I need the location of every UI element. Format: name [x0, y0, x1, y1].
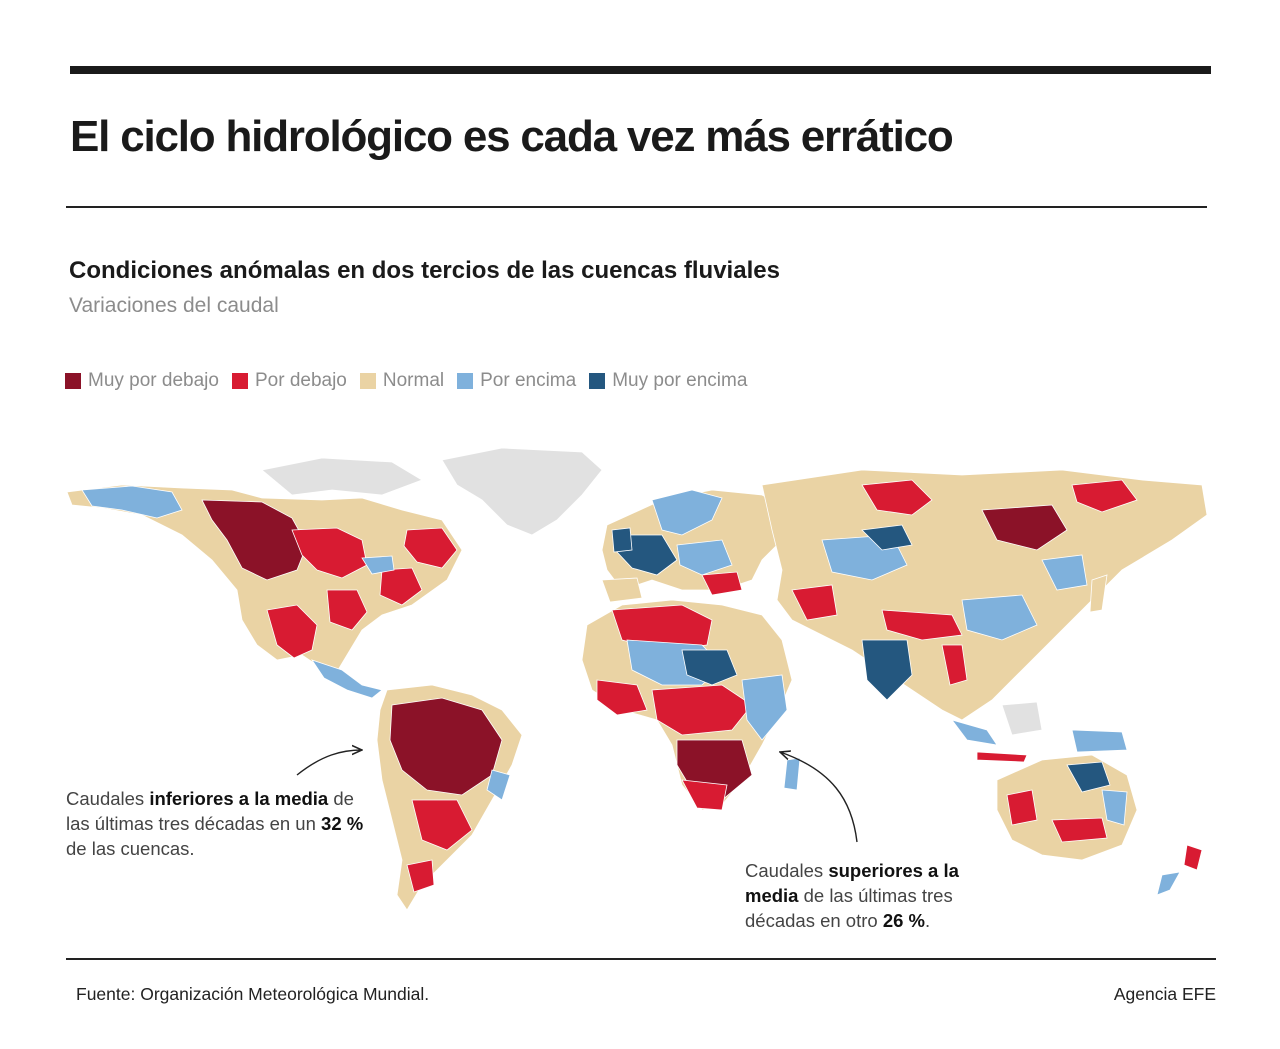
chart-subtitle: Condiciones anómalas en dos tercios de l…	[69, 257, 780, 284]
asia-southeast-red	[941, 644, 968, 686]
north-america-usa-central	[326, 589, 368, 631]
legend-label: Normal	[382, 370, 445, 391]
asia-siberia-red-2	[1071, 479, 1138, 513]
africa-east-blue	[741, 674, 788, 741]
legend-item-normal: Normal	[359, 370, 445, 392]
title-divider	[66, 206, 1207, 208]
asia-siberia-dark	[981, 504, 1068, 551]
annotation-below-average: Caudales inferiores a la media de las úl…	[66, 788, 364, 859]
south-america-south	[411, 799, 473, 851]
new-zealand-south	[1156, 871, 1181, 896]
europe-iberia	[601, 577, 643, 603]
source-credit: Fuente: Organización Meteorológica Mundi…	[76, 984, 430, 1004]
south-america-east	[486, 769, 511, 801]
footer-divider	[66, 958, 1216, 960]
new-guinea	[1071, 729, 1128, 753]
africa-south-red	[681, 779, 728, 811]
asia-india-dark	[861, 639, 913, 701]
legend-label: Muy por encima	[612, 370, 748, 391]
annotation-above-average: Caudales superiores a la media de las úl…	[745, 860, 959, 931]
legend: Muy por debajo Por debajo Normal Por enc…	[65, 370, 760, 392]
madagascar	[783, 757, 801, 791]
australia-east-blue	[1101, 789, 1128, 826]
indonesia-sumatra	[950, 719, 998, 746]
australia-north-dark	[1066, 761, 1111, 793]
legend-item-por-encima: Por encima	[457, 370, 576, 392]
north-america-alaska	[81, 485, 183, 519]
north-america-land	[66, 484, 463, 681]
new-zealand-north	[1183, 844, 1203, 871]
australia-south-red	[1051, 817, 1108, 843]
arrow-right	[780, 752, 858, 843]
agency-credit: Agencia EFE	[1113, 984, 1216, 1004]
world-map	[66, 447, 1208, 911]
africa-sahel-dark	[681, 649, 738, 686]
indonesia-java	[976, 751, 1028, 763]
asia-china-blue	[961, 594, 1038, 641]
legend-swatch	[359, 373, 376, 389]
chart-caption: Variaciones del caudal	[69, 294, 279, 317]
greenland	[441, 447, 603, 536]
north-america-quebec	[403, 527, 458, 569]
top-rule	[70, 66, 1211, 74]
europe-uk	[611, 527, 633, 553]
legend-swatch	[457, 373, 474, 389]
legend-label: Muy por debajo	[88, 370, 219, 391]
australia-west-red	[1006, 789, 1038, 826]
legend-swatch	[589, 373, 606, 389]
japan	[1089, 574, 1108, 613]
asia-east-blue	[1041, 554, 1088, 591]
africa-west-red	[596, 679, 648, 716]
page-title: El ciclo hidrológico es cada vez más err…	[70, 112, 954, 161]
africa-sahara-red	[611, 604, 713, 651]
north-america-canada-low	[291, 527, 368, 579]
legend-label: Por encima	[480, 370, 577, 391]
south-america-patagonia	[406, 859, 435, 893]
legend-swatch	[231, 373, 248, 389]
europe-balkans	[701, 571, 743, 596]
legend-swatch	[65, 373, 81, 389]
arrow-left	[296, 750, 362, 776]
north-america-usa-west	[266, 604, 318, 659]
central-america	[311, 659, 383, 699]
europe-central	[676, 539, 733, 576]
africa-central-red	[651, 684, 753, 736]
north-america-great-lakes	[361, 555, 395, 575]
north-america-canada-dry	[201, 499, 308, 581]
asia-central-dark	[861, 524, 913, 551]
legend-label: Por debajo	[254, 370, 347, 391]
asia-siberia-red-1	[861, 479, 933, 516]
north-america-usa-east	[379, 567, 423, 606]
legend-item-muy-por-debajo: Muy por debajo	[65, 370, 219, 392]
legend-item-por-debajo: Por debajo	[231, 370, 347, 392]
indonesia-borneo	[1001, 701, 1043, 736]
legend-item-muy-por-encima: Muy por encima	[589, 370, 747, 392]
south-america-amazon	[389, 697, 503, 796]
arctic-islands	[261, 457, 423, 496]
europe-scandinavia	[651, 489, 723, 536]
asia-middle-east	[791, 584, 838, 621]
asia-himalaya-red	[881, 609, 963, 641]
